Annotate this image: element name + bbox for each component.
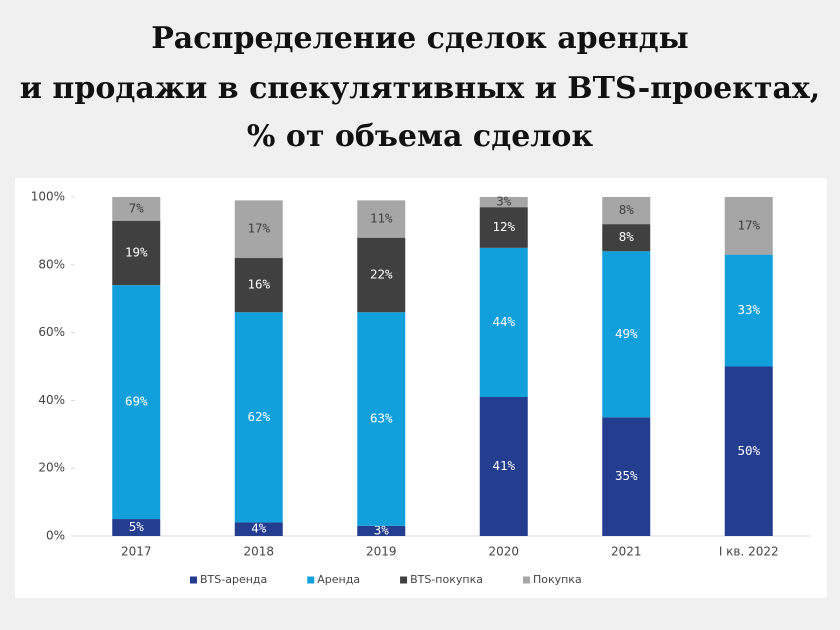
data-label: 22% (370, 266, 393, 281)
bar-segment (112, 519, 161, 536)
legend-label: Аренда (317, 573, 360, 586)
data-label: 35% (615, 468, 638, 483)
title-line: Распределение сделок аренды (151, 21, 689, 56)
bar-segment (357, 525, 406, 536)
data-label: 50% (737, 443, 760, 458)
legend-swatch (400, 576, 408, 584)
x-tick-label: I кв. 2022 (719, 545, 779, 559)
bar-segment (112, 220, 161, 286)
data-label: 12% (492, 219, 515, 234)
x-tick-label: 2021 (611, 545, 642, 559)
data-label: 41% (492, 458, 515, 473)
data-label: 33% (737, 302, 760, 317)
bar-segment (234, 200, 283, 259)
data-label: 3% (496, 194, 512, 209)
data-label: 7% (129, 200, 145, 215)
x-tick-label: 2019 (366, 545, 397, 559)
bar-segment (602, 197, 651, 225)
title-line: % от объема сделок (247, 119, 594, 154)
legend-label: BTS-аренда (200, 573, 267, 586)
bar-segment (602, 251, 651, 418)
legend-swatch (307, 576, 315, 584)
legend-label: Покупка (533, 573, 582, 586)
data-label: 16% (247, 277, 270, 292)
bar-segment (234, 522, 283, 536)
x-tick-label: 2017 (121, 545, 152, 559)
data-label: 17% (737, 217, 760, 232)
y-tick-label: 80% (38, 257, 65, 271)
data-label: 3% (374, 522, 390, 537)
y-tick-label: 40% (38, 393, 65, 407)
data-label: 62% (247, 409, 270, 424)
bar-segment (479, 207, 528, 248)
bar-segment (357, 200, 406, 238)
bar-segment (479, 397, 528, 536)
bar-segment (602, 224, 651, 252)
data-label: 49% (615, 326, 638, 341)
bar-segment (479, 247, 528, 398)
data-label: 8% (619, 229, 635, 244)
bar-segment (602, 417, 651, 536)
legend-swatch (522, 576, 530, 584)
data-label: 11% (370, 211, 393, 226)
legend-swatch (190, 576, 197, 584)
x-tick-label: 2018 (243, 545, 274, 559)
data-label: 4% (251, 521, 267, 536)
bar-segment (112, 285, 161, 520)
bar-segment (724, 366, 773, 536)
data-label: 69% (125, 394, 148, 409)
y-tick-label: 100% (31, 190, 65, 204)
bar-segment (234, 312, 283, 523)
data-label: 8% (619, 202, 635, 217)
data-label: 5% (129, 519, 145, 534)
bar-segment (479, 197, 528, 208)
bar-segment (357, 237, 406, 313)
x-tick-label: 2020 (488, 545, 519, 559)
data-label: 63% (370, 411, 393, 426)
bar-segment (112, 197, 161, 221)
y-tick-label: 20% (38, 461, 65, 475)
data-label: 44% (492, 314, 515, 329)
legend-label: BTS-покупка (410, 573, 483, 586)
y-tick-label: 0% (46, 529, 65, 543)
title-line: и продажи в спекулятивных и BTS-проектах… (20, 71, 821, 106)
data-label: 19% (125, 244, 148, 259)
bar-segment (234, 258, 283, 313)
bar-segment (357, 312, 406, 526)
bar-segment (724, 254, 773, 367)
y-tick-label: 60% (38, 325, 65, 339)
data-label: 17% (247, 221, 270, 236)
bar-segment (724, 197, 773, 255)
